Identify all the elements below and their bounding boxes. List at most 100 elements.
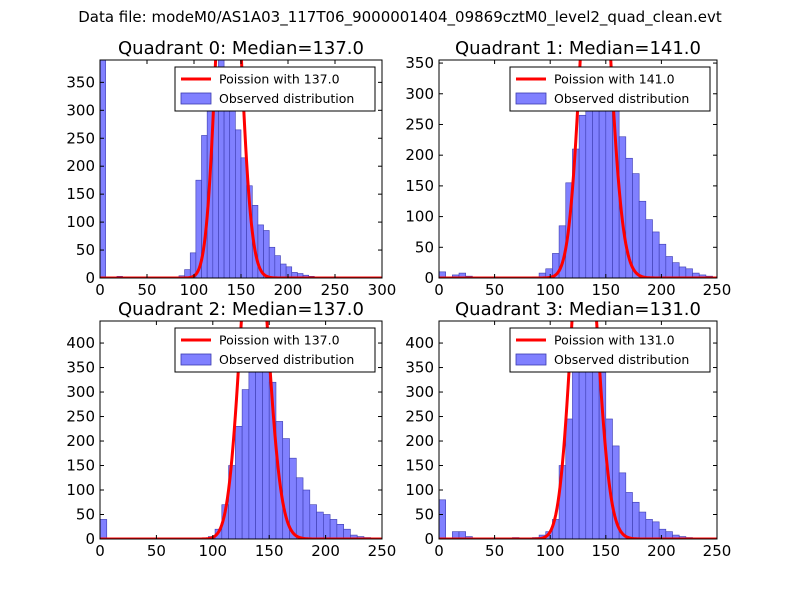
histogram-bar <box>262 345 269 539</box>
histogram-bar <box>303 490 310 539</box>
x-tick-label: 200 <box>274 281 303 299</box>
histogram-bar <box>639 201 646 278</box>
y-tick-label: 50 <box>76 506 95 524</box>
y-tick-label: 300 <box>66 383 95 401</box>
x-tick-label: 50 <box>485 281 504 299</box>
y-tick-label: 300 <box>66 101 95 119</box>
panel-title: Quadrant 3: Median=131.0 <box>455 299 701 320</box>
legend-label-poisson: Poission with 137.0 <box>219 333 340 348</box>
histogram-bar <box>100 60 106 278</box>
x-tick-label: 150 <box>255 542 284 560</box>
y-tick-label: 200 <box>66 157 95 175</box>
legend-bar-swatch <box>516 354 546 365</box>
y-tick-label: 400 <box>66 334 95 352</box>
histogram-bar <box>286 267 292 278</box>
panel-title: Quadrant 0: Median=137.0 <box>118 38 364 59</box>
y-tick-label: 300 <box>405 85 434 103</box>
y-tick-label: 150 <box>66 457 95 475</box>
legend-bar-swatch <box>181 354 211 365</box>
x-tick-label: 100 <box>536 281 565 299</box>
histogram-bar <box>269 247 275 278</box>
histogram-bar <box>606 85 613 278</box>
histogram-bar <box>100 519 107 539</box>
histogram-bar <box>673 263 680 278</box>
x-tick-label: 250 <box>321 281 350 299</box>
y-tick-label: 0 <box>85 530 95 548</box>
legend-label-observed: Observed distribution <box>554 352 689 367</box>
x-tick-label: 250 <box>703 281 732 299</box>
legend-label-observed: Observed distribution <box>554 91 689 106</box>
y-tick-label: 250 <box>66 129 95 147</box>
histogram-bar <box>280 264 286 278</box>
y-tick-label: 100 <box>66 481 95 499</box>
x-tick-label: 50 <box>147 542 166 560</box>
x-tick-label: 100 <box>180 281 209 299</box>
histogram-bar <box>439 500 446 539</box>
y-tick-label: 100 <box>405 481 434 499</box>
y-tick-label: 150 <box>405 457 434 475</box>
y-tick-label: 200 <box>66 432 95 450</box>
histogram-bar <box>666 257 673 278</box>
x-tick-label: 250 <box>368 542 397 560</box>
y-tick-label: 250 <box>405 115 434 133</box>
legend: Poission with 141.0 Observed distribution <box>510 67 710 111</box>
panel-title: Quadrant 2: Median=137.0 <box>118 299 364 320</box>
x-tick-label: 0 <box>95 281 105 299</box>
y-tick-label: 0 <box>424 269 434 287</box>
y-tick-label: 350 <box>66 73 95 91</box>
x-tick-label: 0 <box>95 542 105 560</box>
legend-label-observed: Observed distribution <box>219 352 354 367</box>
histogram-bar <box>275 256 281 278</box>
x-tick-label: 100 <box>198 542 227 560</box>
panel-title: Quadrant 1: Median=141.0 <box>455 38 701 59</box>
y-tick-label: 0 <box>424 530 434 548</box>
x-tick-label: 100 <box>536 542 565 560</box>
histogram-bar <box>337 524 344 539</box>
x-tick-label: 50 <box>485 542 504 560</box>
legend-label-poisson: Poission with 141.0 <box>554 72 675 87</box>
histogram-bar <box>653 522 660 539</box>
x-tick-label: 0 <box>434 542 444 560</box>
histogram-bar <box>235 426 242 539</box>
y-tick-label: 250 <box>405 408 434 426</box>
y-tick-label: 200 <box>405 146 434 164</box>
y-tick-label: 350 <box>405 359 434 377</box>
legend-bar-swatch <box>181 93 211 104</box>
histogram-bar <box>264 230 270 278</box>
x-tick-label: 150 <box>591 542 620 560</box>
histogram-bar <box>323 515 330 539</box>
histogram-bar <box>235 130 241 278</box>
histogram-bar <box>592 348 599 539</box>
histogram-bar <box>241 158 247 278</box>
histogram-bar <box>579 353 586 539</box>
histogram-bar <box>310 505 317 539</box>
figure-title: Data file: modeM0/AS1A03_117T06_90000014… <box>0 8 800 26</box>
x-tick-label: 250 <box>703 542 732 560</box>
histogram-bar <box>230 99 236 278</box>
histogram-bar <box>242 390 249 539</box>
histogram-bar <box>296 478 303 539</box>
y-tick-label: 250 <box>66 408 95 426</box>
x-tick-label: 300 <box>368 281 397 299</box>
x-tick-label: 200 <box>647 542 676 560</box>
y-tick-label: 400 <box>405 334 434 352</box>
histogram-bar <box>579 115 586 278</box>
y-tick-label: 50 <box>76 241 95 259</box>
legend-label-poisson: Poission with 131.0 <box>554 333 675 348</box>
histogram-bar <box>330 519 337 539</box>
y-tick-label: 100 <box>405 208 434 226</box>
y-tick-label: 350 <box>66 359 95 377</box>
x-tick-label: 200 <box>647 281 676 299</box>
legend-bar-swatch <box>516 93 546 104</box>
y-tick-label: 150 <box>66 185 95 203</box>
histogram-bar <box>317 512 324 539</box>
histogram-bar <box>626 492 633 539</box>
y-tick-label: 0 <box>85 269 95 287</box>
y-tick-label: 200 <box>405 432 434 450</box>
x-tick-label: 50 <box>137 281 156 299</box>
y-tick-label: 50 <box>415 506 434 524</box>
y-tick-label: 150 <box>405 177 434 195</box>
